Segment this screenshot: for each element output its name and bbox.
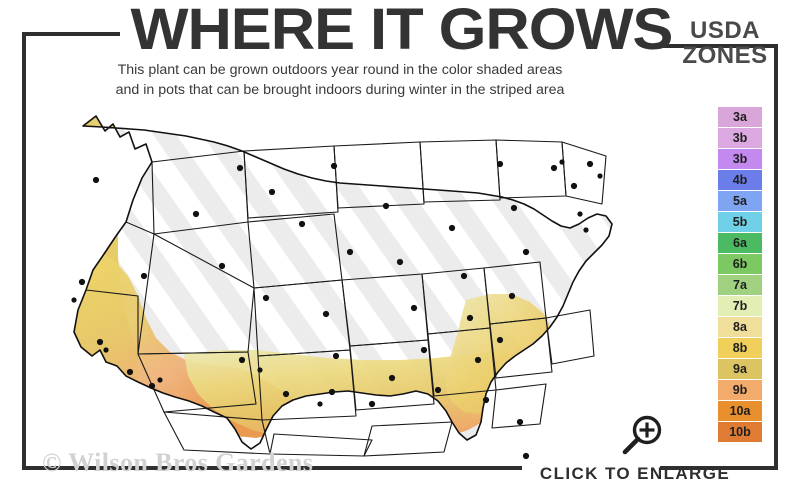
city-dots [71, 159, 603, 460]
usda-zone-legend: 3a 3b 3b 4b 5a 5b 6a 6b 7a 7b 8a 8b 9a 9b 10a 10b [718, 107, 762, 443]
state-borders [85, 139, 607, 457]
legend-swatch-3b-1: 3b [718, 128, 762, 149]
legend-swatch-7a: 7a [718, 275, 762, 296]
watermark: © Wilson Bros Gardens [42, 448, 314, 477]
legend-swatch-9b: 9b [718, 380, 762, 401]
page-title: WHERE IT GROWS [130, 0, 673, 62]
subtitle-line-2: and in pots that can be brought indoors … [115, 82, 565, 98]
legend-swatch-8a: 8a [718, 317, 762, 338]
legend-heading: USDA ZONES [660, 18, 790, 68]
legend-swatch-4b: 4b [718, 170, 762, 191]
frame-border-top-left [22, 32, 120, 36]
legend-swatch-6a: 6a [718, 233, 762, 254]
magnifier-plus-icon[interactable] [612, 414, 670, 458]
usa-outline [73, 115, 613, 450]
legend-heading-line-1: USDA [689, 17, 760, 44]
page-subtitle: This plant can be grown outdoors year ro… [40, 60, 640, 100]
subtitle-line-1: This plant can be grown outdoors year ro… [117, 62, 563, 78]
legend-swatch-3a: 3a [718, 107, 762, 128]
legend-swatch-7b: 7b [718, 296, 762, 317]
legend-swatch-3b-2: 3b [718, 149, 762, 170]
frame-border-left [22, 32, 26, 470]
legend-swatch-10a: 10a [718, 401, 762, 422]
legend-swatch-6b: 6b [718, 254, 762, 275]
usa-hardiness-map[interactable] [34, 104, 634, 464]
frame-border-right [774, 44, 778, 470]
legend-swatch-5a: 5a [718, 191, 762, 212]
frame-border-bottom-left [22, 466, 522, 470]
legend-swatch-8b: 8b [718, 338, 762, 359]
legend-swatch-9a: 9a [718, 359, 762, 380]
legend-swatch-10b: 10b [718, 422, 762, 443]
frame-border-bottom-right [660, 466, 778, 470]
legend-heading-line-2: ZONES [682, 42, 768, 69]
click-to-enlarge-label[interactable]: CLICK TO ENLARGE [539, 464, 731, 483]
legend-swatch-5b: 5b [718, 212, 762, 233]
frame-border-top-right [651, 44, 778, 48]
